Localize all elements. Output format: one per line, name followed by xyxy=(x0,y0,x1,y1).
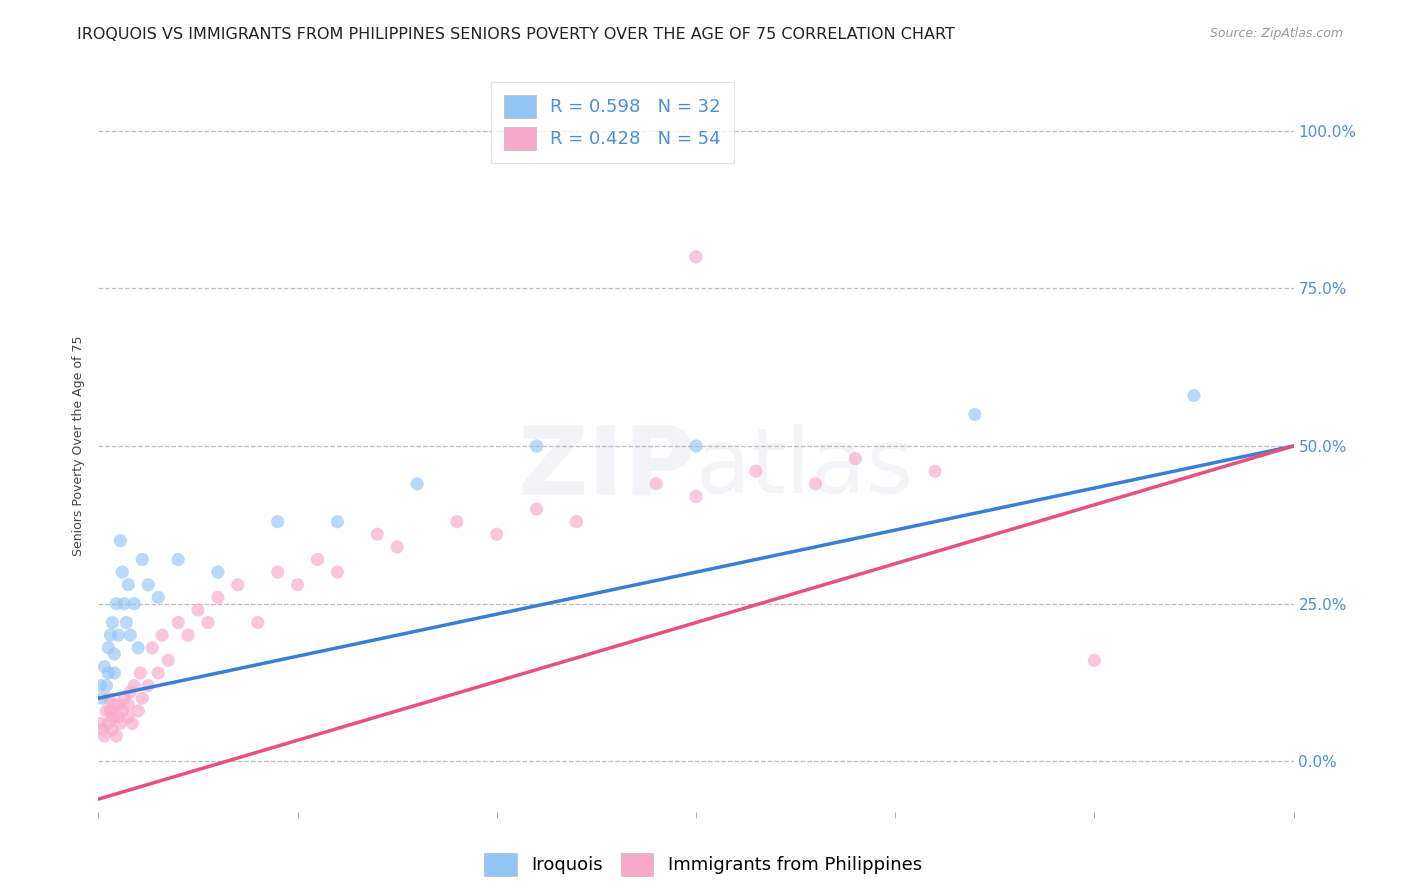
Point xyxy=(89,716,111,731)
Point xyxy=(110,533,132,548)
Point xyxy=(307,552,329,566)
Point xyxy=(446,515,468,529)
Point xyxy=(485,527,508,541)
Point xyxy=(103,647,125,661)
Point xyxy=(1182,388,1205,402)
Point xyxy=(1083,653,1105,667)
Point xyxy=(124,679,146,693)
Point xyxy=(111,704,134,718)
Point xyxy=(207,565,229,579)
Point xyxy=(97,716,120,731)
Point xyxy=(101,723,124,737)
Point xyxy=(117,710,139,724)
Point xyxy=(685,250,707,264)
Point xyxy=(117,698,139,712)
Point xyxy=(197,615,219,630)
Point xyxy=(112,597,135,611)
Point xyxy=(385,540,409,554)
Point xyxy=(127,704,149,718)
Point xyxy=(131,552,153,566)
Point xyxy=(105,597,128,611)
Point xyxy=(226,578,249,592)
Point xyxy=(107,710,129,724)
Point xyxy=(98,704,122,718)
Point xyxy=(685,490,707,504)
Point xyxy=(406,476,429,491)
Point xyxy=(105,729,128,743)
Text: atlas: atlas xyxy=(696,424,914,512)
Point xyxy=(131,691,153,706)
Point xyxy=(107,628,129,642)
Point xyxy=(565,515,588,529)
Point xyxy=(326,565,349,579)
Point xyxy=(745,464,768,478)
Point xyxy=(120,685,142,699)
Point xyxy=(148,591,170,605)
Point xyxy=(127,640,149,655)
Point xyxy=(157,653,180,667)
Legend: Iroquois, Immigrants from Philippines: Iroquois, Immigrants from Philippines xyxy=(477,846,929,883)
Point xyxy=(121,716,143,731)
Point xyxy=(804,476,827,491)
Legend: R = 0.598   N = 32, R = 0.428   N = 54: R = 0.598 N = 32, R = 0.428 N = 54 xyxy=(491,82,734,162)
Point xyxy=(101,710,124,724)
Point xyxy=(526,439,548,453)
Text: ZIP: ZIP xyxy=(517,421,696,515)
Point xyxy=(150,628,173,642)
Point xyxy=(97,665,120,680)
Point xyxy=(111,565,134,579)
Point xyxy=(267,565,290,579)
Point xyxy=(645,476,668,491)
Point xyxy=(98,628,122,642)
Point xyxy=(287,578,309,592)
Point xyxy=(924,464,946,478)
Point xyxy=(89,679,111,693)
Point xyxy=(148,665,170,680)
Point xyxy=(103,698,125,712)
Point xyxy=(187,603,209,617)
Point xyxy=(91,691,114,706)
Point xyxy=(103,665,125,680)
Point xyxy=(526,502,548,516)
Point xyxy=(267,515,290,529)
Point xyxy=(207,591,229,605)
Point xyxy=(366,527,388,541)
Text: Source: ZipAtlas.com: Source: ZipAtlas.com xyxy=(1209,27,1343,40)
Point xyxy=(177,628,200,642)
Point xyxy=(326,515,349,529)
Point xyxy=(101,615,124,630)
Point xyxy=(93,659,115,673)
Point xyxy=(96,679,118,693)
Point xyxy=(136,679,159,693)
Point xyxy=(96,704,118,718)
Point xyxy=(141,640,163,655)
Point xyxy=(93,729,115,743)
Point xyxy=(120,628,142,642)
Point xyxy=(167,615,190,630)
Point xyxy=(110,716,132,731)
Point xyxy=(129,665,152,680)
Point xyxy=(97,691,120,706)
Point xyxy=(115,615,138,630)
Point xyxy=(124,597,146,611)
Point xyxy=(112,691,135,706)
Point xyxy=(246,615,269,630)
Y-axis label: Seniors Poverty Over the Age of 75: Seniors Poverty Over the Age of 75 xyxy=(72,335,86,557)
Point xyxy=(685,439,707,453)
Point xyxy=(136,578,159,592)
Point xyxy=(91,723,114,737)
Point xyxy=(167,552,190,566)
Text: IROQUOIS VS IMMIGRANTS FROM PHILIPPINES SENIORS POVERTY OVER THE AGE OF 75 CORRE: IROQUOIS VS IMMIGRANTS FROM PHILIPPINES … xyxy=(77,27,955,42)
Point xyxy=(97,640,120,655)
Point xyxy=(117,578,139,592)
Point xyxy=(107,698,129,712)
Point xyxy=(963,408,986,422)
Point xyxy=(844,451,866,466)
